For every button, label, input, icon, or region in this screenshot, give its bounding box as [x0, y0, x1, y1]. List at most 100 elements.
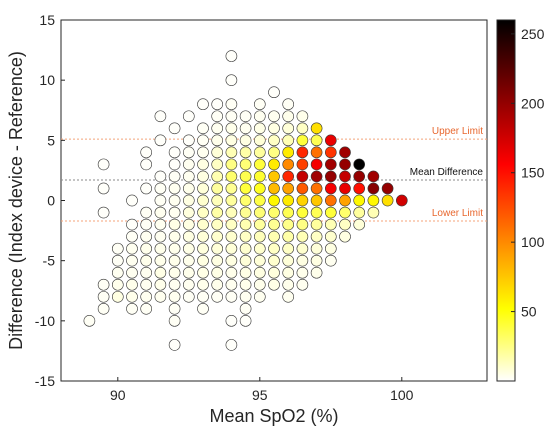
- data-point: [324, 206, 337, 219]
- data-point: [111, 278, 124, 291]
- data-point: [126, 242, 138, 255]
- data-point: [339, 194, 351, 207]
- data-point: [324, 218, 337, 231]
- data-point: [154, 110, 167, 123]
- data-point: [268, 266, 280, 279]
- data-point: [140, 278, 153, 291]
- data-point: [324, 170, 337, 183]
- data-point: [182, 170, 195, 183]
- data-point: [182, 110, 195, 123]
- data-point: [239, 315, 252, 327]
- data-point: [353, 158, 366, 171]
- data-point: [268, 146, 280, 159]
- data-point: [296, 194, 309, 207]
- data-point: [225, 182, 238, 195]
- data-point: [282, 134, 295, 147]
- data-point: [296, 122, 309, 135]
- data-point: [83, 315, 96, 327]
- x-axis: 90 95 100: [110, 377, 414, 403]
- data-point: [154, 134, 167, 147]
- data-point: [282, 158, 295, 171]
- data-point: [140, 218, 153, 231]
- data-point: [211, 242, 224, 255]
- data-point: [225, 146, 238, 159]
- data-point: [296, 278, 309, 291]
- data-point: [296, 242, 309, 255]
- data-point: [168, 146, 181, 159]
- data-point: [225, 315, 238, 327]
- data-point: [310, 230, 323, 243]
- data-point: [211, 122, 224, 135]
- data-point: [310, 170, 323, 183]
- data-point: [367, 206, 380, 219]
- data-point: [225, 206, 238, 219]
- colorbar-ticks: 50 100 150 200 250: [511, 26, 545, 320]
- y-tick-label: -5: [43, 253, 56, 269]
- data-point: [182, 206, 195, 219]
- data-point: [253, 278, 266, 291]
- reference-line-label: Upper Limit: [432, 126, 483, 137]
- data-point: [111, 290, 124, 303]
- data-point: [339, 182, 351, 195]
- data-point: [211, 158, 224, 171]
- data-point: [253, 242, 266, 255]
- colorbar-tick-label: 250: [521, 26, 545, 42]
- y-tick-label: 15: [39, 12, 55, 28]
- x-tick-label: 100: [390, 387, 414, 403]
- data-point: [168, 290, 181, 303]
- data-point: [168, 242, 181, 255]
- data-point: [154, 182, 167, 195]
- data-point: [197, 242, 209, 255]
- data-point: [268, 158, 280, 171]
- data-point: [97, 206, 110, 219]
- data-point: [225, 230, 238, 243]
- colorbar-tick-label: 50: [521, 304, 537, 320]
- data-point: [268, 254, 280, 267]
- data-point: [239, 266, 252, 279]
- data-point: [310, 146, 323, 159]
- data-point: [197, 98, 209, 111]
- data-point: [168, 122, 181, 135]
- data-point: [225, 134, 238, 147]
- data-point: [154, 266, 167, 279]
- data-point: [268, 170, 280, 183]
- data-point: [197, 146, 209, 159]
- y-tick-label: 0: [47, 193, 55, 209]
- data-point: [282, 170, 295, 183]
- data-point: [282, 290, 295, 303]
- data-point: [182, 290, 195, 303]
- y-tick-label: -15: [35, 373, 55, 389]
- data-point: [140, 206, 153, 219]
- data-point: [225, 266, 238, 279]
- data-point: [239, 170, 252, 183]
- data-point: [211, 266, 224, 279]
- data-point: [310, 182, 323, 195]
- data-point: [239, 290, 252, 303]
- data-point: [211, 98, 224, 111]
- data-point: [97, 290, 110, 303]
- data-point: [126, 278, 138, 291]
- data-point: [324, 134, 337, 147]
- data-point: [324, 194, 337, 207]
- data-point: [225, 242, 238, 255]
- data-point: [282, 194, 295, 207]
- data-point: [197, 182, 209, 195]
- y-tick-label: 5: [47, 132, 55, 148]
- data-point: [168, 170, 181, 183]
- data-point: [225, 158, 238, 171]
- data-point: [253, 110, 266, 123]
- data-point: [197, 218, 209, 231]
- data-point: [111, 254, 124, 267]
- data-point: [140, 266, 153, 279]
- data-point: [225, 50, 238, 62]
- data-point: [211, 290, 224, 303]
- data-point: [182, 230, 195, 243]
- data-point: [168, 158, 181, 171]
- data-point: [253, 290, 266, 303]
- data-point: [253, 266, 266, 279]
- data-point: [211, 254, 224, 267]
- data-point: [225, 170, 238, 183]
- data-point: [239, 278, 252, 291]
- data-point: [211, 134, 224, 147]
- data-point: [225, 290, 238, 303]
